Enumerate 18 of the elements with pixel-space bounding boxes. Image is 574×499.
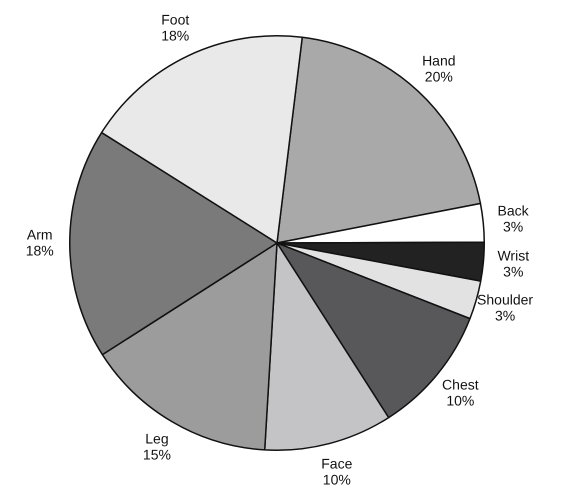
data-label: 10% — [446, 392, 474, 408]
data-label: 20% — [424, 68, 453, 84]
data-label: 10% — [322, 471, 351, 488]
slice-label: Arm — [26, 226, 53, 243]
slice-label: Leg — [145, 430, 169, 446]
data-label: 18% — [26, 242, 54, 259]
slice-label: Chest — [442, 376, 479, 392]
slice-label: Shoulder — [477, 291, 534, 308]
data-label: 15% — [142, 446, 171, 462]
slice-label: Hand — [422, 52, 456, 68]
slice-label: Face — [321, 455, 353, 472]
data-label: 3% — [503, 218, 524, 235]
data-label: 3% — [503, 263, 524, 280]
slice-label: Foot — [161, 12, 190, 28]
slice-label: Wrist — [497, 247, 530, 264]
data-label: 18% — [161, 28, 190, 44]
slice-label: Back — [498, 202, 530, 219]
data-label: 3% — [494, 307, 516, 324]
